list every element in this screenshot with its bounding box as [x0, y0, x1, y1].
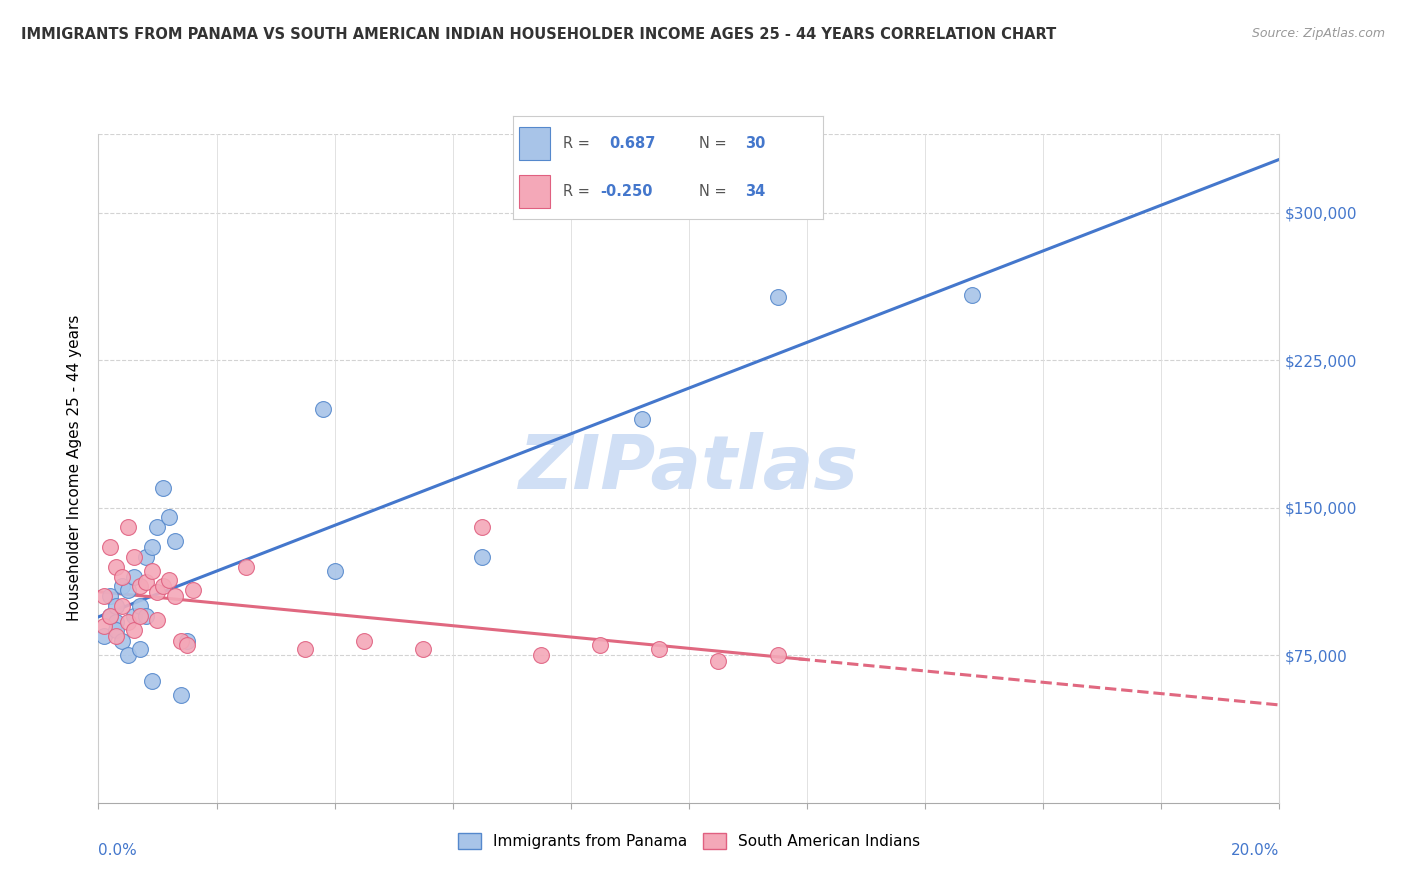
Point	[105, 599, 128, 613]
Point	[412, 642, 434, 657]
Point	[648, 642, 671, 657]
Point	[165, 589, 187, 603]
Point	[176, 639, 198, 653]
Point	[111, 579, 134, 593]
Point	[530, 648, 553, 663]
Point	[128, 608, 150, 623]
Point	[146, 613, 169, 627]
Point	[105, 623, 128, 637]
Text: IMMIGRANTS FROM PANAMA VS SOUTH AMERICAN INDIAN HOUSEHOLDER INCOME AGES 25 - 44 : IMMIGRANTS FROM PANAMA VS SOUTH AMERICAN…	[21, 27, 1056, 42]
Point	[630, 412, 652, 426]
Text: R =: R =	[562, 185, 595, 200]
Point	[117, 520, 139, 534]
Point	[766, 648, 789, 663]
Point	[117, 583, 139, 598]
Text: ZIPatlas: ZIPatlas	[519, 432, 859, 505]
Point	[135, 608, 157, 623]
Point	[122, 569, 145, 583]
Point	[141, 673, 163, 688]
Bar	[519, 176, 550, 208]
Point	[312, 402, 335, 417]
Point	[152, 481, 174, 495]
Point	[111, 634, 134, 648]
Point	[181, 583, 204, 598]
Point	[122, 623, 145, 637]
Text: 20.0%: 20.0%	[1232, 843, 1279, 858]
Bar	[519, 128, 550, 160]
Point	[93, 589, 115, 603]
Point	[105, 559, 128, 574]
Point	[235, 559, 257, 574]
Point	[122, 608, 145, 623]
Point	[93, 618, 115, 632]
Point	[111, 599, 134, 613]
Point	[128, 579, 150, 593]
Point	[766, 290, 789, 304]
Point	[146, 585, 169, 599]
Point	[962, 288, 984, 302]
Point	[141, 540, 163, 554]
Point	[146, 520, 169, 534]
Point	[353, 634, 375, 648]
Text: N =: N =	[699, 136, 731, 151]
Point	[93, 628, 115, 642]
Point	[135, 575, 157, 590]
Point	[589, 639, 612, 653]
Text: R =: R =	[562, 136, 595, 151]
Point	[323, 564, 346, 578]
Text: Source: ZipAtlas.com: Source: ZipAtlas.com	[1251, 27, 1385, 40]
Legend: Immigrants from Panama, South American Indians: Immigrants from Panama, South American I…	[451, 827, 927, 855]
Point	[157, 574, 180, 588]
Point	[135, 549, 157, 564]
Point	[707, 654, 730, 668]
Point	[128, 642, 150, 657]
Text: 30: 30	[745, 136, 765, 151]
Point	[98, 540, 121, 554]
Point	[176, 634, 198, 648]
Text: -0.250: -0.250	[600, 185, 652, 200]
Point	[105, 628, 128, 642]
Text: 0.0%: 0.0%	[98, 843, 138, 858]
Point	[122, 549, 145, 564]
Text: 0.687: 0.687	[609, 136, 655, 151]
Point	[141, 564, 163, 578]
Point	[117, 648, 139, 663]
Point	[294, 642, 316, 657]
Point	[98, 608, 121, 623]
Y-axis label: Householder Income Ages 25 - 44 years: Householder Income Ages 25 - 44 years	[67, 315, 83, 622]
Point	[111, 569, 134, 583]
Point	[170, 688, 193, 702]
Point	[105, 615, 128, 629]
Text: 34: 34	[745, 185, 765, 200]
Point	[98, 589, 121, 603]
Point	[471, 549, 494, 564]
Point	[170, 634, 193, 648]
Point	[471, 520, 494, 534]
Text: N =: N =	[699, 185, 731, 200]
Point	[98, 608, 121, 623]
Point	[152, 579, 174, 593]
Point	[117, 615, 139, 629]
Point	[165, 534, 187, 549]
Point	[128, 599, 150, 613]
Point	[157, 510, 180, 524]
